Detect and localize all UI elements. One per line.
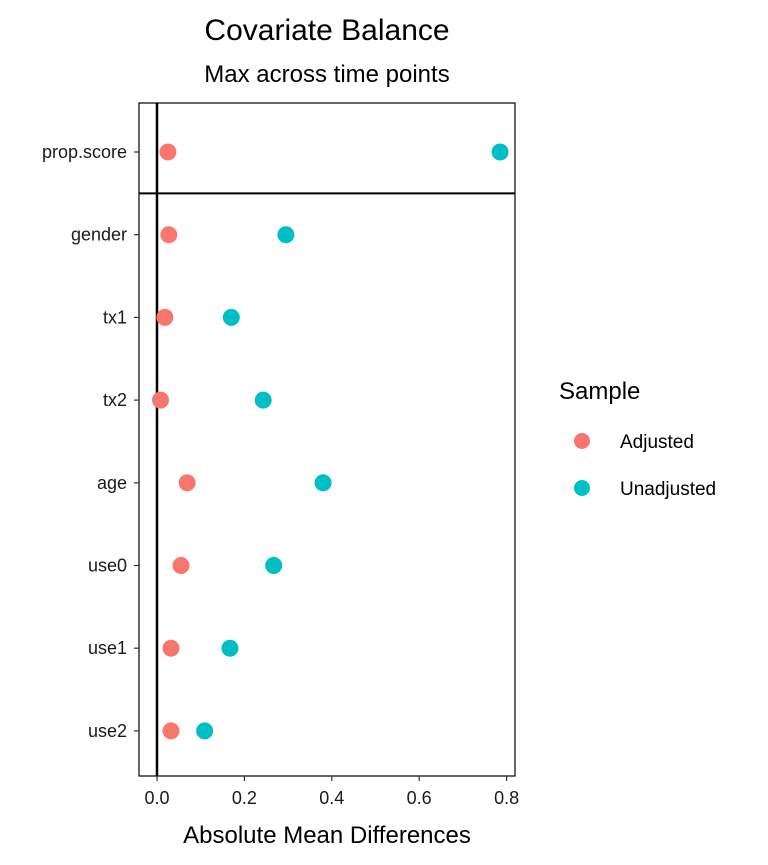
point-adjusted xyxy=(151,391,169,409)
point-adjusted xyxy=(160,226,178,244)
point-unadjusted xyxy=(222,308,240,326)
chart-title: Covariate Balance xyxy=(204,14,449,47)
y-tick-label: use0 xyxy=(88,556,127,576)
y-tick-label: gender xyxy=(71,225,127,245)
plot-area: prop.score gender tx1 tx2 age use0 use1 use2 0.0… xyxy=(42,102,519,808)
chart-subtitle: Max across time points xyxy=(204,61,449,88)
y-tick-label: age xyxy=(97,473,127,493)
x-axis-title: Absolute Mean Differences xyxy=(183,822,471,849)
point-adjusted xyxy=(162,639,180,657)
point-unadjusted xyxy=(491,143,509,161)
point-unadjusted xyxy=(221,639,239,657)
point-adjusted xyxy=(172,557,190,574)
legend-key-unadjusted xyxy=(574,480,590,496)
point-unadjusted xyxy=(314,474,332,492)
legend-key-adjusted xyxy=(574,433,590,449)
point-unadjusted xyxy=(254,391,272,409)
point-unadjusted xyxy=(265,557,283,574)
y-tick-label: use1 xyxy=(88,638,127,658)
y-tick-label: tx2 xyxy=(103,390,127,410)
x-tick-label: 0.8 xyxy=(494,788,519,808)
y-tick-label: use2 xyxy=(88,721,127,741)
point-adjusted xyxy=(159,143,177,161)
legend-label-adjusted: Adjusted xyxy=(620,432,694,453)
point-adjusted xyxy=(162,722,180,740)
point-unadjusted xyxy=(196,722,214,740)
point-adjusted xyxy=(156,308,174,326)
x-tick-label: 0.0 xyxy=(144,788,169,808)
x-tick-label: 0.6 xyxy=(407,788,432,808)
y-tick-label: tx1 xyxy=(103,307,127,327)
point-unadjusted xyxy=(277,226,295,244)
legend: Sample Adjusted Unadjusted xyxy=(559,378,716,500)
x-tick-label: 0.2 xyxy=(232,788,257,808)
point-adjusted xyxy=(178,474,196,492)
x-tick-label: 0.4 xyxy=(319,788,344,808)
legend-title: Sample xyxy=(559,378,640,405)
legend-label-unadjusted: Unadjusted xyxy=(620,479,716,500)
y-tick-label: prop.score xyxy=(42,142,127,162)
panel-border xyxy=(138,102,516,777)
